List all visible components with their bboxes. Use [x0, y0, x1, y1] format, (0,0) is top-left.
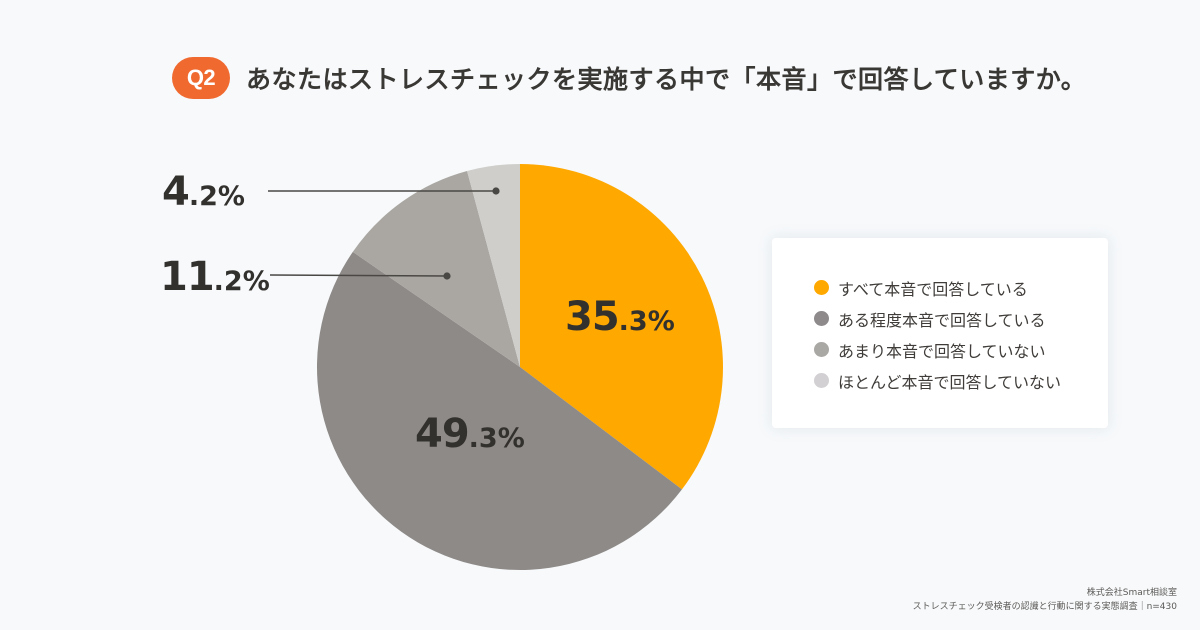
legend-item-all: すべて本音で回答している — [814, 272, 1108, 303]
value-label-notmuch: 11.2% — [160, 254, 270, 300]
slice-notmuch — [352, 171, 520, 367]
legend: すべて本音で回答している ある程度本音で回答している あまり本音で回答していない… — [772, 238, 1108, 428]
source-footer: 株式会社Smart相談室 ストレスチェック受検者の認識と行動に関する実態調査｜n… — [913, 586, 1177, 614]
slice-hardly — [467, 164, 520, 367]
legend-item-somewhat: ある程度本音で回答している — [814, 303, 1108, 334]
slice-all — [520, 164, 723, 490]
leader-line-hardly — [268, 187, 500, 195]
legend-item-hardly: ほとんど本音で回答していない — [814, 365, 1108, 396]
leader-line-notmuch — [269, 272, 451, 280]
question-badge: Q2 — [172, 57, 230, 99]
legend-swatch-icon — [814, 373, 829, 388]
legend-item-notmuch: あまり本音で回答していない — [814, 334, 1108, 365]
survey-source: ストレスチェック受検者の認識と行動に関する実態調査｜n=430 — [912, 602, 1177, 612]
company-name: 株式会社Smart相談室 — [1086, 588, 1177, 598]
question-title: あなたはストレスチェックを実施する中で「本音」で回答していますか。 — [246, 65, 1087, 94]
legend-swatch-icon — [814, 280, 829, 295]
value-label-somewhat: 49.3% — [415, 411, 525, 457]
slice-somewhat — [316, 251, 682, 571]
value-label-all: 35.3% — [565, 294, 675, 340]
legend-swatch-icon — [814, 311, 829, 326]
legend-swatch-icon — [814, 342, 829, 357]
value-label-hardly: 4.2% — [162, 169, 245, 215]
pie-slices — [316, 164, 723, 571]
chart-title: Q2 あなたはストレスチェックを実施する中で「本音」で回答していますか。 — [172, 57, 1086, 99]
